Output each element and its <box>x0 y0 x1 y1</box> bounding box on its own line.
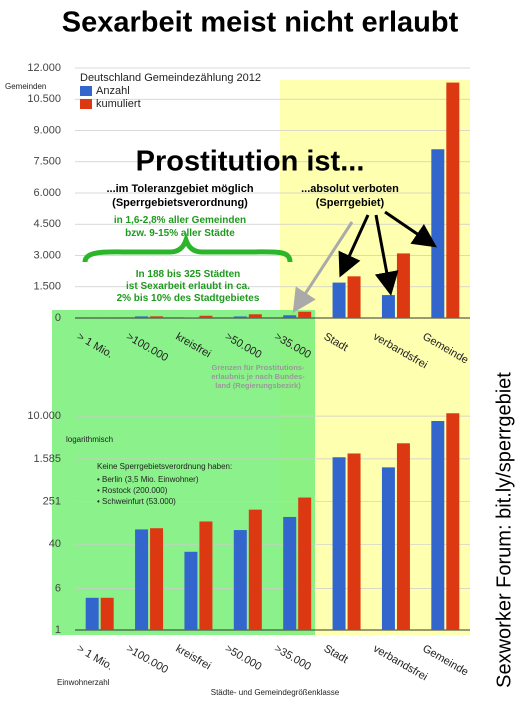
line: • Schweinfurt (53.000) <box>97 497 176 506</box>
brace <box>82 232 293 263</box>
bar <box>431 149 445 318</box>
legend-label: kumuliert <box>96 98 141 110</box>
annotation-forbidden: ...absolut verboten (Sperrgebiet) <box>301 183 399 209</box>
annotation-no-sgvo: Keine Sperrgebietsverordnung haben: • Ber… <box>97 462 232 506</box>
line: 2% bis 10% des Stadtgebietes <box>117 293 260 304</box>
x-tick-label: >35.000 <box>272 643 313 673</box>
y-axis-label: logarithmisch <box>66 435 113 444</box>
annotation-limits: Grenzen für Prostitutions-erlaubnis je n… <box>211 363 305 390</box>
y-tick-label: 7.500 <box>33 156 61 168</box>
y-tick-label: 0 <box>55 312 61 324</box>
y-tick-label: 12.000 <box>27 62 61 74</box>
line: in 1,6-2,8% aller Gemeinden <box>114 215 246 226</box>
line: • Berlin (3,5 Mio. Einwohner) <box>97 475 199 484</box>
bar <box>298 311 312 318</box>
bar <box>283 315 297 318</box>
bar <box>396 443 410 630</box>
line: ...absolut verboten <box>301 183 399 195</box>
bar <box>431 420 445 630</box>
y-tick-label: 3.000 <box>33 249 61 261</box>
y-tick-label: 251 <box>43 496 61 508</box>
line: (Sperrgebiet) <box>316 197 385 209</box>
bar <box>446 413 460 630</box>
y-tick-label: 4.500 <box>33 218 61 230</box>
y-tick-label: 6 <box>55 582 61 594</box>
x-tick-label: Stadt <box>322 643 350 666</box>
bar <box>248 314 262 318</box>
annotation-brace-note: In 188 bis 325 Städten ist Sexarbeit erla… <box>117 269 260 304</box>
line: In 188 bis 325 Städten <box>136 269 241 280</box>
bar <box>150 316 164 318</box>
annotation-heading: Prostitution ist... <box>136 146 365 178</box>
line: Grenzen für Prostitutions- <box>212 363 305 372</box>
y-tick-label: 40 <box>49 538 61 550</box>
bar <box>233 316 247 318</box>
arrow <box>384 210 437 248</box>
bar <box>184 551 198 630</box>
side-text: Sexworker Forum: bit.ly/sperrgebiet <box>493 372 515 688</box>
line: erlaubnis je nach Bundes- <box>211 372 305 381</box>
bar <box>381 295 395 318</box>
y-tick-label: 9.000 <box>33 124 61 136</box>
line: land (Regierungsbezirk) <box>215 381 301 390</box>
bar <box>199 521 213 630</box>
line: Keine Sperrgebietsverordnung haben: <box>97 462 232 471</box>
y-tick-label: 10.500 <box>27 93 61 105</box>
bar <box>135 529 149 630</box>
bar <box>135 316 149 318</box>
x-axis-label: Einwohnerzahl <box>57 678 110 687</box>
bar <box>184 317 198 318</box>
legend-swatch <box>80 99 92 109</box>
line: • Rostock (200.000) <box>97 486 168 495</box>
bar <box>347 276 361 318</box>
x-tick-label: >100.000 <box>124 643 170 676</box>
y-axis-label: Gemeinden <box>5 82 46 91</box>
bar <box>283 516 297 630</box>
arrow <box>292 221 354 314</box>
bar <box>100 597 114 630</box>
arrow <box>338 214 370 278</box>
line: bzw. 9-15% aller Städte <box>125 228 235 239</box>
bar <box>248 509 262 630</box>
line: ...im Toleranzgebiet möglich <box>106 183 253 195</box>
x-tick-label: kreisfrei <box>173 643 212 673</box>
page-title: Sexarbeit meist nicht erlaubt <box>62 7 459 39</box>
y-tick-label: 10.000 <box>27 410 61 422</box>
y-tick-label: 1 <box>55 624 61 636</box>
line: (Sperrgebietsverordnung) <box>112 197 248 209</box>
bar <box>85 597 99 630</box>
bar <box>233 530 247 630</box>
arrow <box>374 214 399 296</box>
legend-title: Deutschland Gemeindezählung 2012 <box>80 72 261 84</box>
bar <box>150 528 164 630</box>
y-tick-label: 1.585 <box>33 453 61 465</box>
annotation-share: in 1,6-2,8% aller Gemeinden bzw. 9-15% al… <box>114 215 246 239</box>
legend-label: Anzahl <box>96 85 130 97</box>
bar <box>347 453 361 630</box>
bar <box>446 82 460 318</box>
bar <box>199 315 213 318</box>
x-axis-label: Städte- und Gemeindegrößenklasse <box>211 688 340 697</box>
x-tick-label: > 1 Mio. <box>75 643 115 673</box>
bar <box>332 282 346 318</box>
legend-swatch <box>80 86 92 96</box>
bar <box>396 253 410 318</box>
y-tick-label: 6.000 <box>33 187 61 199</box>
bar <box>332 457 346 630</box>
y-tick-label: 1.500 <box>33 281 61 293</box>
annotation-tolerated: ...im Toleranzgebiet möglich (Sperrgebiet… <box>106 183 253 209</box>
green-zone <box>52 310 315 635</box>
x-tick-label: >50.000 <box>223 643 264 673</box>
x-tick-label: verbandsfrei <box>371 643 429 684</box>
bar <box>298 497 312 630</box>
bar <box>381 467 395 630</box>
line: ist Sexarbeit erlaubt in ca. <box>126 281 250 292</box>
